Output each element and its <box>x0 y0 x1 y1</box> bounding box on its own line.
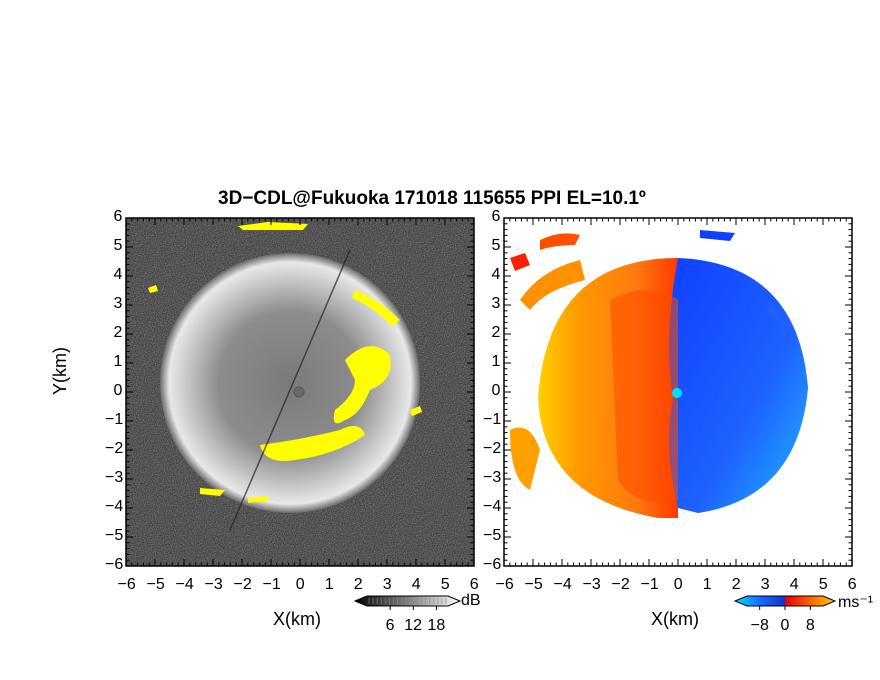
snr-y-tick-label: 5 <box>113 237 123 254</box>
snr-y-tick-label: −4 <box>105 498 124 515</box>
snr-x-tick-label: 2 <box>353 576 363 593</box>
snr-x-tick-label: −5 <box>146 576 165 593</box>
velocity-y-tick-label: 2 <box>491 324 501 341</box>
snr-x-axis-label: X(km) <box>273 609 321 629</box>
snr-colorbar-tick-label: 12 <box>404 617 423 634</box>
snr-x-tick-label: −4 <box>175 576 194 593</box>
snr-y-axis-label: Y(km) <box>50 347 70 395</box>
snr-y-tick-label: −6 <box>105 556 124 573</box>
snr-colorbar-tick-label: 18 <box>427 617 446 634</box>
snr-y-tick-label: 1 <box>113 353 123 370</box>
velocity-colorbar-unit: ms⁻¹ <box>838 594 874 611</box>
snr-x-tick-label: 3 <box>382 576 392 593</box>
snr-x-tick-label: −6 <box>117 576 136 593</box>
axis-ticks <box>125 217 853 567</box>
snr-colorbar-unit: dB <box>461 592 481 609</box>
snr-x-tick-label: −3 <box>204 576 223 593</box>
snr-x-tick-label: 0 <box>295 576 305 593</box>
velocity-x-tick-label: 2 <box>731 576 741 593</box>
velocity-colorbar <box>733 595 837 607</box>
velocity-y-tick-label: −3 <box>483 469 502 486</box>
snr-panel <box>126 218 474 566</box>
velocity-x-tick-label: −1 <box>640 576 659 593</box>
snr-colorbar <box>353 595 462 607</box>
velocity-y-tick-label: 6 <box>491 208 501 225</box>
snr-radar-site <box>293 386 305 398</box>
snr-y-tick-label: 2 <box>113 324 123 341</box>
velocity-y-tick-label: 1 <box>491 353 501 370</box>
velocity-y-tick-label: −4 <box>483 498 502 515</box>
velocity-x-tick-label: −3 <box>582 576 601 593</box>
velocity-colorbar-tick-label: 0 <box>780 617 790 634</box>
snr-echo-disk <box>160 253 420 513</box>
snr-y-tick-label: 6 <box>113 208 123 225</box>
velocity-x-tick-label: −5 <box>524 576 543 593</box>
snr-x-tick-label: 4 <box>411 576 421 593</box>
snr-y-tick-label: −5 <box>105 527 124 544</box>
velocity-y-tick-label: −5 <box>483 527 502 544</box>
velocity-radar-site <box>672 388 682 398</box>
velocity-y-tick-label: 5 <box>491 237 501 254</box>
snr-y-tick-label: −1 <box>105 411 124 428</box>
velocity-x-tick-label: 1 <box>702 576 712 593</box>
velocity-y-tick-label: 0 <box>491 382 501 399</box>
velocity-approaching-region <box>669 258 808 513</box>
velocity-x-tick-label: −2 <box>611 576 630 593</box>
snr-colorbar-tick-label: 6 <box>385 617 395 634</box>
velocity-y-tick-label: 4 <box>491 266 501 283</box>
snr-x-tick-label: 6 <box>469 576 479 593</box>
velocity-y-tick-label: 3 <box>491 295 501 312</box>
snr-y-tick-label: 4 <box>113 266 123 283</box>
snr-y-tick-label: 3 <box>113 295 123 312</box>
snr-x-tick-label: 1 <box>324 576 334 593</box>
snr-x-tick-label: 5 <box>440 576 450 593</box>
snr-y-tick-label: −3 <box>105 469 124 486</box>
velocity-x-axis-label: X(km) <box>651 609 699 629</box>
velocity-x-tick-label: 0 <box>673 576 683 593</box>
velocity-colorbar-tick-label: −8 <box>750 617 769 634</box>
velocity-x-tick-label: 3 <box>760 576 770 593</box>
velocity-panel <box>504 218 852 566</box>
velocity-y-tick-label: −1 <box>483 411 502 428</box>
figure-title: 3D−CDL@Fukuoka 171018 115655 PPI EL=10.1… <box>218 188 646 209</box>
colorbars <box>353 595 837 610</box>
snr-x-tick-label: −1 <box>262 576 281 593</box>
snr-yellow-rim <box>148 222 422 503</box>
snr-y-tick-label: 0 <box>113 382 123 399</box>
snr-y-tick-label: −2 <box>105 440 124 457</box>
velocity-colorbar-tick-label: 8 <box>805 617 815 634</box>
velocity-x-tick-label: 6 <box>847 576 857 593</box>
velocity-x-tick-label: 4 <box>789 576 799 593</box>
velocity-y-tick-label: −6 <box>483 556 502 573</box>
snr-x-tick-label: −2 <box>233 576 252 593</box>
velocity-x-tick-label: 5 <box>818 576 828 593</box>
velocity-y-tick-label: −2 <box>483 440 502 457</box>
velocity-x-tick-label: −6 <box>495 576 514 593</box>
velocity-x-tick-label: −4 <box>553 576 572 593</box>
